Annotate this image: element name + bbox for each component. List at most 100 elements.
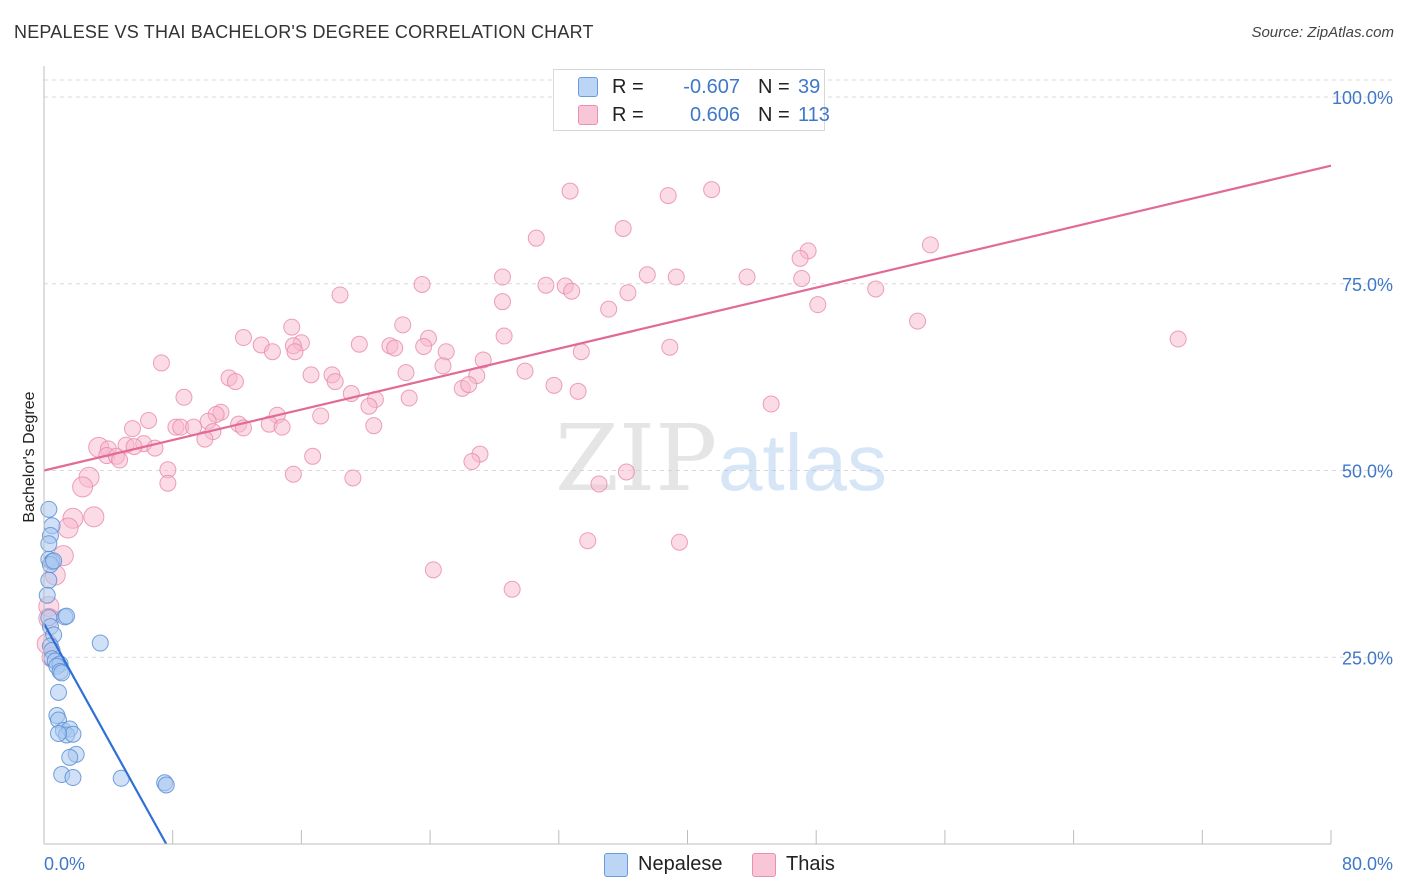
thais-point (670, 533, 688, 551)
thais-point (83, 506, 105, 528)
thais-point (921, 236, 939, 254)
thais-point (809, 296, 827, 314)
nepalese-point (49, 724, 67, 742)
thais-point (867, 280, 885, 298)
thais-point (312, 407, 330, 425)
thais-point (57, 517, 79, 539)
y-axis-title: Bachelor's Degree (21, 391, 38, 522)
thais-point (579, 532, 597, 550)
thais-point (415, 337, 433, 355)
legend-row-thais: R = 0.606 N = 113 (578, 101, 830, 127)
legend-n-label: N = (758, 76, 790, 98)
thais-point (569, 382, 587, 400)
thais-point (590, 475, 608, 493)
legend-n-label: N = (758, 104, 790, 126)
legend-box: R = -0.607 N = 39 R = 0.606 N = 113 (553, 69, 830, 131)
thais-point (284, 465, 302, 483)
y-tick-label: 75.0% (1342, 275, 1393, 295)
thais-point (326, 373, 344, 391)
y-tick-label: 25.0% (1342, 648, 1393, 668)
legend-r-label: R = (612, 76, 644, 98)
thais-point (527, 229, 545, 247)
thais-point (344, 469, 362, 487)
thais-point (793, 270, 811, 288)
thais-point (762, 395, 780, 413)
thais-point (619, 284, 637, 302)
nepalese-point (64, 769, 82, 787)
nepalese-point (64, 725, 82, 743)
bottom-legend-swatch-nepalese (604, 853, 628, 877)
thais-point (175, 388, 193, 406)
thais-point (394, 316, 412, 334)
thais-point (495, 327, 513, 345)
legend-n-value-nepalese: 39 (798, 76, 821, 98)
thais-point (561, 182, 579, 200)
thais-point (304, 447, 322, 465)
thais-point (617, 463, 635, 481)
thais-point (703, 181, 721, 199)
grid-layer: 25.0% 50.0% 75.0% 100.0% (44, 79, 1393, 668)
legend-n-value-thais: 113 (798, 104, 830, 126)
thais-point (413, 275, 431, 293)
nepalese-point (58, 607, 76, 625)
thais-point (400, 389, 418, 407)
nepalese-point (157, 776, 175, 794)
thais-point (474, 351, 492, 369)
y-tick-label: 100.0% (1332, 88, 1393, 108)
watermark-atlas: atlas (718, 418, 887, 507)
nepalese-point (40, 535, 58, 553)
thais-point (537, 276, 555, 294)
nepalese-point (61, 748, 79, 766)
thais-point (397, 364, 415, 382)
thais-point (125, 438, 143, 456)
thais-point (123, 420, 141, 438)
thais-point (738, 268, 756, 286)
nepalese-point (45, 552, 63, 570)
thais-point (463, 453, 481, 471)
legend-r-label: R = (612, 104, 644, 126)
nepalese-point (40, 500, 58, 518)
thais-point (302, 366, 320, 384)
thais-point (460, 376, 478, 394)
thais-point (286, 343, 304, 361)
thais-point (659, 187, 677, 205)
thais-point (234, 329, 252, 347)
thais-point (273, 418, 291, 436)
legend-r-value-thais: 0.606 (689, 104, 740, 126)
thais-point (667, 268, 685, 286)
thais-point (493, 268, 511, 286)
thais-point (226, 373, 244, 391)
thais-point (386, 339, 404, 357)
thais-point (1169, 330, 1187, 348)
legend-swatch-thais (578, 105, 598, 125)
legend-swatch-nepalese (578, 77, 598, 97)
thais-point (545, 376, 563, 394)
chart-title: NEPALESE VS THAI BACHELOR'S DEGREE CORRE… (14, 22, 594, 42)
legend-row-nepalese: R = -0.607 N = 39 (578, 73, 820, 99)
nepalese-point (38, 586, 56, 604)
nepalese-point (40, 571, 58, 589)
thais-point (434, 357, 452, 375)
bottom-legend-label-nepalese: Nepalese (638, 853, 723, 875)
bottom-legend-label-thais: Thais (786, 853, 835, 875)
thais-point (638, 266, 656, 284)
thais-point (600, 300, 618, 318)
thais-point (791, 249, 809, 267)
thais-point (350, 335, 368, 353)
bottom-legend-swatch-thais (752, 853, 776, 877)
thais-point (152, 354, 170, 372)
x-tick-label-min: 0.0% (44, 854, 85, 874)
thais-point (424, 561, 442, 579)
y-tick-label: 50.0% (1342, 462, 1393, 482)
x-tick-label-max: 80.0% (1342, 854, 1393, 874)
nepalese-trend-line (43, 623, 168, 845)
thais-point (437, 343, 455, 361)
thais-point (72, 476, 94, 498)
thais-point (909, 312, 927, 330)
nepalese-point (53, 664, 71, 682)
nepalese-point (49, 683, 67, 701)
trend-lines (43, 164, 1332, 845)
thais-point (503, 580, 521, 598)
thais-point (263, 343, 281, 361)
